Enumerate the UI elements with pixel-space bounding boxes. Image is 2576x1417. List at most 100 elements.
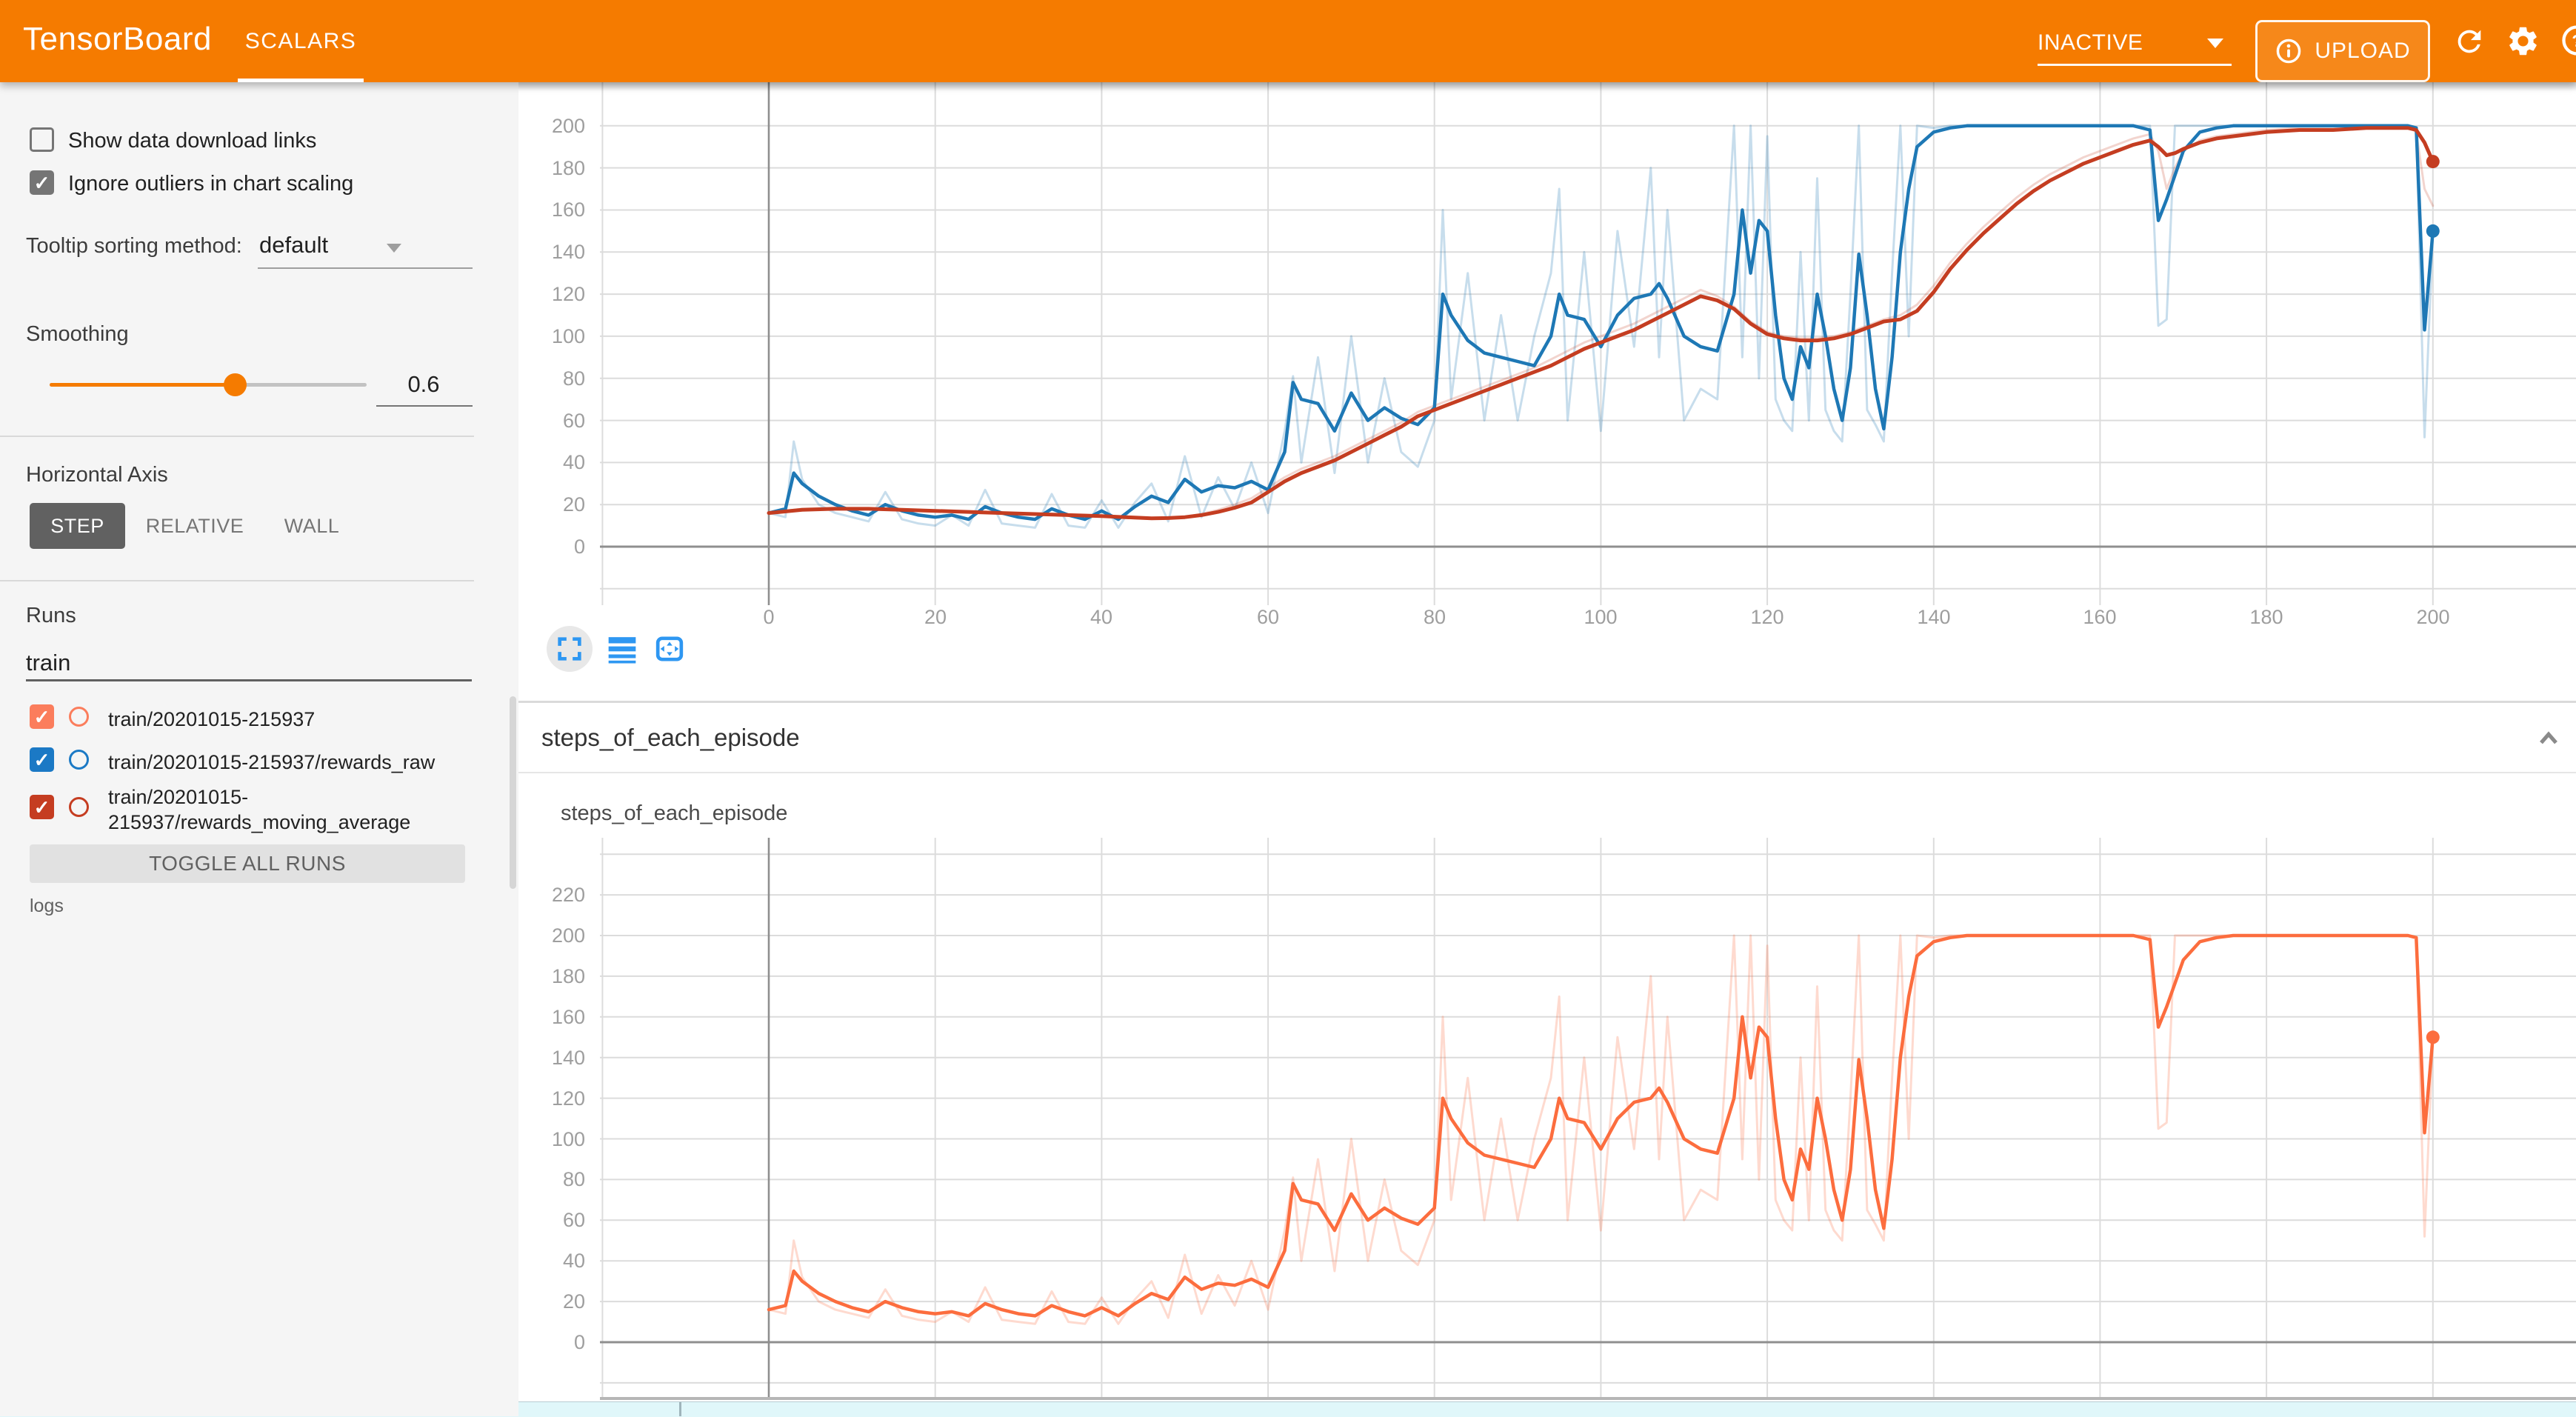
toggle-all-runs-button[interactable]: TOGGLE ALL RUNS [30,844,465,883]
x-tick-label: 180 [2249,606,2283,628]
x-tick-label: 160 [2083,606,2117,628]
fullscreen-icon [558,637,581,661]
help-icon[interactable]: ? [2560,23,2576,58]
steps-chart-plot[interactable] [600,838,2576,1400]
settings-gear-icon[interactable] [2506,24,2540,59]
smoothing-value-underline [376,405,473,407]
header-shadow [518,82,2576,91]
x-tick-label: 120 [1750,606,1784,628]
chevron-down-icon [387,244,401,253]
x-tick-label: 140 [1917,606,1951,628]
info-icon [2277,39,2301,64]
status-dropdown-underline [2038,64,2232,66]
y-tick-label: 180 [551,157,585,179]
run-filter-input[interactable]: train [26,650,71,676]
bottom-scroll-strip[interactable] [0,1401,2576,1417]
smoothing-slider-thumb[interactable] [224,373,247,396]
run-checkbox[interactable]: ✓ [30,795,54,819]
section-divider [518,772,2576,773]
ignore-outliers-checkbox[interactable]: ✓ [30,170,54,195]
y-tick-label: 140 [551,1047,585,1069]
y-tick-label: 140 [551,241,585,263]
x-tick-label: 20 [924,606,947,628]
smoothing-value-input[interactable]: 0.6 [407,371,440,397]
y-tick-label: 60 [562,410,585,432]
chart2-card-title: steps_of_each_episode [561,801,788,825]
y-tick-label: 180 [551,965,585,987]
rewards-chart-plot[interactable] [600,82,2576,605]
check-icon: ✓ [33,796,50,818]
tooltip-select-underline [258,267,473,269]
y-tick-label: 80 [562,367,585,390]
x-tick-label: 0 [763,606,775,628]
logdir-label: logs [30,896,64,916]
chart1-y-axis: 0 20 40 60 80 100 120 140 160 180 200 [518,82,590,605]
y-tick-label: 40 [562,1250,585,1272]
smoothing-label: Smoothing [26,322,129,346]
app-title: TensorBoard [23,21,212,57]
tooltip-sorting-label: Tooltip sorting method: [26,234,242,258]
y-tick-label: 160 [551,199,585,221]
axis-step-button[interactable]: STEP [30,503,125,549]
x-tick-label: 40 [1090,606,1113,628]
status-dropdown[interactable]: INACTIVE [2038,30,2143,55]
y-tick-label: 220 [551,884,585,906]
axis-wall-button[interactable]: WALL [284,514,340,537]
y-tick-label: 0 [573,536,585,558]
fit-domain-icon [655,636,684,661]
card-divider [518,701,2576,703]
show-download-links-label: Show data download links [68,129,317,153]
log-scale-lines-icon [608,637,636,664]
upload-button[interactable]: UPLOAD [2255,20,2430,82]
y-tick-label: 120 [551,1087,585,1110]
y-tick-label: 60 [562,1209,585,1231]
chart2-bottom-border [600,1397,2576,1400]
chevron-down-icon [2207,39,2223,48]
divider [0,436,474,437]
divider [0,580,474,581]
ignore-outliers-label: Ignore outliers in chart scaling [68,172,354,196]
run-isolate-circle[interactable] [69,797,89,817]
refresh-icon[interactable] [2452,24,2486,59]
run-checkbox[interactable]: ✓ [30,704,54,729]
chevron-up-icon [2540,731,2557,744]
chart1-x-axis: 0 20 40 60 80 100 120 140 160 180 200 [600,606,2576,633]
y-tick-label: 120 [551,283,585,305]
y-tick-label: 40 [562,451,585,473]
x-tick-label: 80 [1423,606,1447,628]
tab-scalars[interactable]: SCALARS [244,28,357,53]
settings-sidebar: Show data download links ✓ Ignore outlie… [0,82,518,1416]
horizontal-axis-label: Horizontal Axis [26,463,168,487]
fit-domain-button[interactable] [652,633,687,665]
y-tick-label: 100 [551,1128,585,1150]
log-scale-button[interactable] [606,633,638,665]
tab-active-underline [238,79,364,82]
check-icon: ✓ [33,748,50,771]
show-download-links-checkbox[interactable] [30,127,54,152]
check-icon: ✓ [33,705,50,728]
app-header: TensorBoard SCALARS INACTIVE UPLOAD ? [0,0,2576,82]
y-tick-label: 100 [551,325,585,347]
run-isolate-circle[interactable] [69,750,89,770]
run-filter-underline [26,679,472,681]
y-tick-label: 20 [562,493,585,516]
y-tick-label: 160 [551,1006,585,1028]
y-tick-label: 0 [573,1331,585,1353]
collapse-section-button[interactable] [2532,721,2566,756]
upload-button-label: UPLOAD [2315,39,2411,63]
run-label: train/20201015-215937/rewards_moving_ave… [108,786,411,833]
expand-chart-button[interactable] [547,626,593,672]
tooltip-sorting-select[interactable]: default [259,232,329,258]
run-isolate-circle[interactable] [69,707,89,727]
run-checkbox[interactable]: ✓ [30,747,54,772]
check-icon: ✓ [33,171,50,194]
chart1-toolbar [547,626,687,672]
run-label: train/20201015-215937 [108,708,316,730]
sidebar-scrollbar[interactable] [510,696,516,889]
strip-tick [679,1402,681,1416]
run-label: train/20201015-215937/rewards_raw [108,751,436,773]
axis-relative-button[interactable]: RELATIVE [145,514,244,537]
x-tick-label: 200 [2416,606,2450,628]
svg-text:?: ? [2572,31,2576,50]
y-tick-label: 200 [551,115,585,137]
